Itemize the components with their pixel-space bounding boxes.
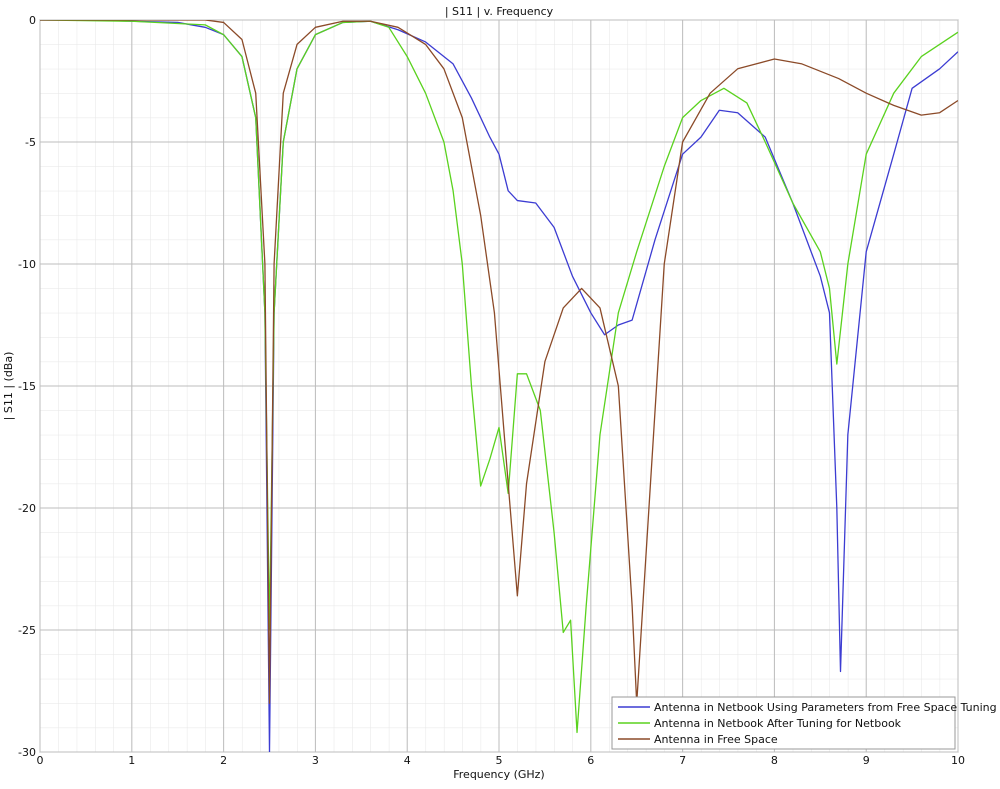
x-tick-label: 0 bbox=[37, 754, 44, 767]
x-tick-label: 1 bbox=[128, 754, 135, 767]
y-tick-label: -15 bbox=[18, 380, 36, 393]
series-line bbox=[40, 20, 958, 704]
y-tick-label: -10 bbox=[18, 258, 36, 271]
x-tick-label: 3 bbox=[312, 754, 319, 767]
x-tick-label: 4 bbox=[404, 754, 411, 767]
y-tick-label: -20 bbox=[18, 502, 36, 515]
y-tick-label: -25 bbox=[18, 624, 36, 637]
y-tick-label: -30 bbox=[18, 746, 36, 759]
legend-label: Antenna in Netbook Using Parameters from… bbox=[654, 701, 997, 714]
x-axis-label: Frequency (GHz) bbox=[453, 768, 544, 781]
x-tick-label: 8 bbox=[771, 754, 778, 767]
series-line bbox=[40, 20, 958, 734]
y-tick-label: -5 bbox=[25, 136, 36, 149]
chart-title: | S11 | v. Frequency bbox=[445, 5, 554, 18]
x-tick-label: 9 bbox=[863, 754, 870, 767]
x-tick-label: 6 bbox=[587, 754, 594, 767]
x-tick-label: 5 bbox=[496, 754, 503, 767]
x-tick-label: 7 bbox=[679, 754, 686, 767]
legend-label: Antenna in Free Space bbox=[654, 733, 778, 746]
legend-label: Antenna in Netbook After Tuning for Netb… bbox=[654, 717, 902, 730]
x-tick-label: 10 bbox=[951, 754, 965, 767]
x-tick-label: 2 bbox=[220, 754, 227, 767]
y-axis-label: | S11 | (dBa) bbox=[2, 352, 15, 421]
y-tick-label: 0 bbox=[29, 14, 36, 27]
legend-box bbox=[611, 696, 956, 750]
